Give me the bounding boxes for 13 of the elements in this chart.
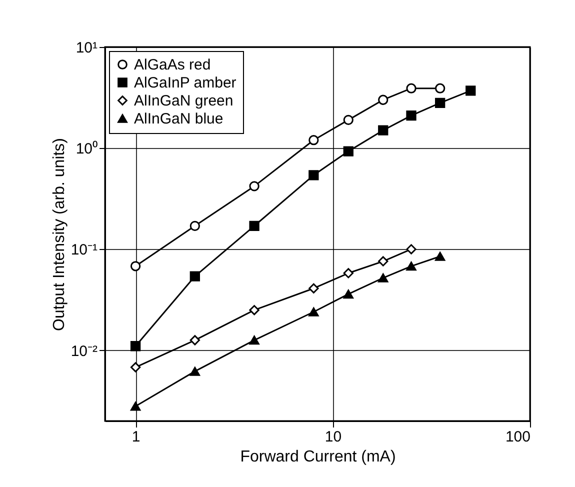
x-tick-label: 100 bbox=[505, 428, 530, 446]
y-tick-label: 10⁰ bbox=[76, 140, 98, 158]
y-tick-label: 10⁻¹ bbox=[70, 242, 98, 259]
legend-label: AlInGaN blue bbox=[134, 110, 224, 128]
legend-label: AlInGaN green bbox=[134, 92, 234, 110]
y-tick-label: 10¹ bbox=[76, 40, 98, 56]
x-axis-title: Forward Current (mA) bbox=[240, 448, 396, 466]
x-tick-label: 10 bbox=[324, 428, 342, 446]
legend-label: AlGaAs red bbox=[134, 56, 211, 74]
legend-label: AlGaInP amber bbox=[134, 74, 236, 92]
y-axis-title: Output Intensity (arb. units) bbox=[50, 138, 68, 331]
y-tick-label: 10⁻² bbox=[70, 342, 98, 360]
x-tick-label: 1 bbox=[132, 428, 140, 446]
